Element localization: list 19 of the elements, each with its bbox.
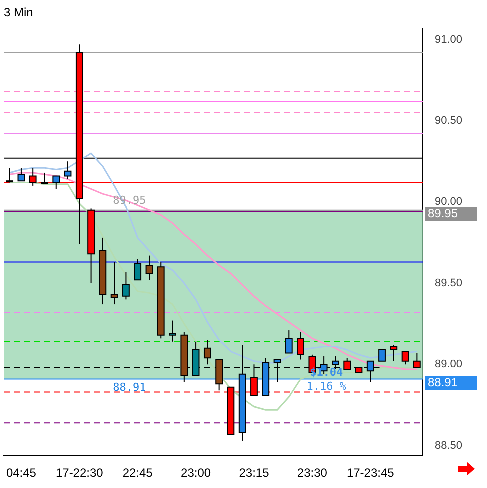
x-tick-label: 23:15 xyxy=(239,466,270,480)
chart-title: 3 Min xyxy=(4,6,34,20)
y-tick-label: 90.00 xyxy=(435,196,463,208)
y-tick-label: 89.50 xyxy=(435,277,463,290)
x-tick-label: 04:45 xyxy=(6,466,37,480)
x-tick-label: 17-23:45 xyxy=(346,466,395,480)
y-tick-label: 88.50 xyxy=(435,440,463,452)
y-tick-label: 90.50 xyxy=(435,115,463,128)
ref-line-label: 88.91 xyxy=(428,376,458,390)
annotation: 1.16 % xyxy=(306,380,347,394)
x-tick-label: 23:30 xyxy=(297,466,328,480)
ref-line-label: 89.95 xyxy=(428,206,458,221)
annotation: 88.91 xyxy=(113,381,146,394)
y-tick-label: 91.00 xyxy=(435,34,463,46)
x-tick-label: 23:00 xyxy=(181,466,212,480)
x-tick-label: 22:45 xyxy=(122,466,154,480)
x-tick-label: 17-22:30 xyxy=(56,466,104,480)
y-tick-label: 89.00 xyxy=(435,358,463,371)
annotation: $1.04 xyxy=(310,366,344,380)
